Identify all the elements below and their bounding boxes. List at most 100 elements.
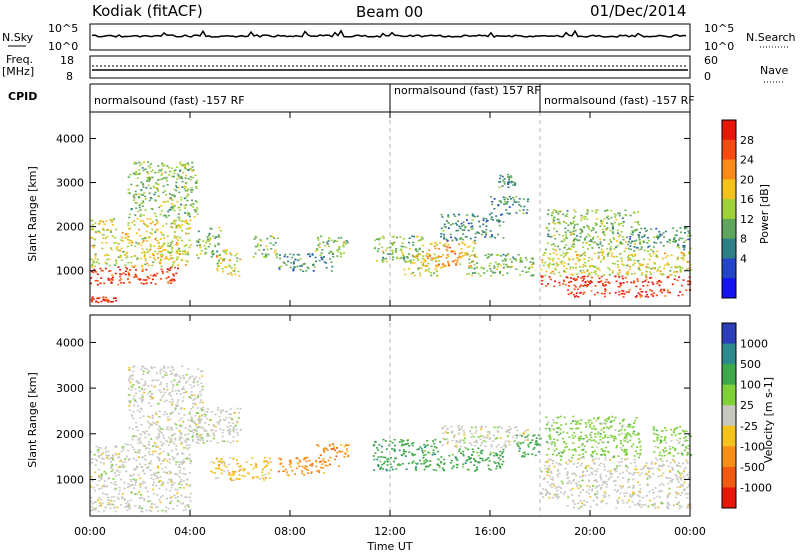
velocity-cell-4 — [282, 465, 285, 468]
velocity-cell-1 — [190, 408, 193, 410]
power-cell-8 — [318, 246, 321, 248]
power-cell-13 — [471, 274, 473, 277]
velocity-cell-8 — [457, 433, 460, 435]
power-cell-1 — [161, 250, 163, 253]
velocity-cell-0 — [114, 481, 117, 483]
velocity-cell-1 — [194, 430, 197, 432]
power-cell-12 — [442, 233, 445, 236]
power-cell-17 — [571, 274, 574, 276]
power-cell-2 — [184, 168, 187, 170]
power-cell-11 — [430, 242, 433, 245]
velocity-cell-11 — [595, 428, 597, 431]
velocity-cell-1 — [190, 394, 193, 396]
velocity-cell-6 — [434, 438, 437, 441]
velocity-cell-10 — [542, 496, 544, 498]
velocity-cell-8 — [474, 426, 477, 428]
power-cell-16 — [588, 281, 591, 283]
velocity-cell-10 — [546, 481, 549, 484]
velocity-cell-11 — [597, 431, 600, 434]
power-cell-4 — [204, 252, 207, 254]
velocity-cell-0 — [122, 466, 125, 468]
velocity-cell-1 — [168, 428, 171, 431]
velocity-cell-10 — [600, 478, 603, 481]
power-cell-1 — [184, 264, 187, 266]
power-cell-2 — [142, 194, 144, 196]
velocity-cell-0 — [149, 506, 152, 508]
power-cell-17 — [617, 274, 620, 276]
velocity-cell-2 — [217, 406, 220, 409]
power-cell-19 — [683, 226, 686, 229]
power-cell-13 — [503, 258, 506, 260]
velocity-cell-0 — [94, 458, 97, 461]
power-cell-18 — [586, 242, 588, 244]
power-cell-8 — [317, 244, 320, 247]
power-cell-10 — [430, 274, 433, 277]
velocity-cell-0 — [160, 463, 163, 465]
velocity-cell-0 — [147, 466, 150, 468]
velocity-cell-2 — [212, 437, 215, 440]
power-cell-5 — [222, 270, 224, 273]
velocity-cell-0 — [132, 478, 135, 480]
power-cell-17 — [596, 268, 599, 270]
velocity-cell-6 — [380, 456, 383, 458]
velocity-cell-11 — [607, 436, 609, 439]
power-cell-12 — [482, 223, 485, 226]
power-cell-12 — [449, 224, 452, 226]
velocity-cell-0 — [141, 456, 144, 458]
power-cell-0 — [145, 268, 148, 271]
power-cell-12 — [488, 213, 491, 216]
power-cell-18 — [592, 236, 595, 239]
velocity-cell-6 — [374, 441, 377, 443]
power-cell-18 — [621, 225, 624, 227]
velocity-cell-7 — [501, 456, 504, 458]
velocity-cell-10 — [604, 459, 607, 461]
velocity-cell-12 — [664, 437, 666, 440]
velocity-cell-11 — [593, 425, 595, 428]
velocity-cell-10 — [645, 462, 648, 464]
velocity-cell-1 — [181, 441, 183, 444]
velocity-cell-9 — [530, 441, 533, 444]
power-cell-2 — [137, 193, 140, 195]
velocity-cell-1 — [132, 435, 135, 437]
power-cell-9 — [395, 251, 398, 253]
power-cell-4 — [197, 240, 199, 242]
power-cell-9 — [387, 253, 389, 255]
power-cell-13 — [486, 270, 489, 272]
velocity-cell-1 — [184, 441, 187, 444]
power-cell-9 — [402, 253, 405, 255]
velocity-cell-1 — [155, 423, 158, 426]
velocity-cell-1 — [163, 365, 166, 367]
velocity-cell-10 — [649, 467, 652, 469]
power-cell-18 — [579, 232, 582, 235]
power-cell-16 — [680, 284, 683, 287]
power-cell-2 — [187, 214, 189, 216]
velocity-cell-10 — [595, 479, 598, 481]
velocity-cell-0 — [118, 453, 121, 455]
power-cell-5 — [225, 253, 228, 255]
velocity-cell-0 — [150, 503, 153, 506]
power-cell-18 — [556, 222, 559, 224]
velocity-cell-11 — [589, 434, 592, 436]
power-cell-12 — [462, 221, 465, 223]
velocity-cell-12 — [687, 448, 690, 450]
power-cell-17 — [626, 274, 629, 276]
power-cell-17 — [648, 253, 651, 256]
velocity-cell-4 — [307, 469, 309, 471]
velocity-cell-1 — [188, 396, 191, 398]
velocity-cell-0 — [144, 447, 147, 450]
velocity-cell-12 — [690, 454, 692, 456]
velocity-cell-0 — [171, 456, 174, 458]
velocity-cell-0 — [109, 507, 112, 510]
power-cell-12 — [450, 236, 453, 239]
velocity-cell-8 — [446, 438, 449, 440]
velocity-cell-0 — [148, 509, 151, 512]
velocity-cell-8 — [486, 434, 489, 437]
power-cell-18 — [566, 210, 569, 212]
velocity-cell-1 — [137, 439, 140, 441]
velocity-cell-0 — [98, 475, 100, 477]
cpid-segment-3: normalsound (fast) -157 RF — [544, 94, 695, 107]
power-cell-6 — [262, 248, 265, 251]
velocity-cell-10 — [616, 467, 618, 469]
velocity-cell-1 — [160, 381, 162, 384]
velocity-cell-10 — [544, 467, 547, 470]
